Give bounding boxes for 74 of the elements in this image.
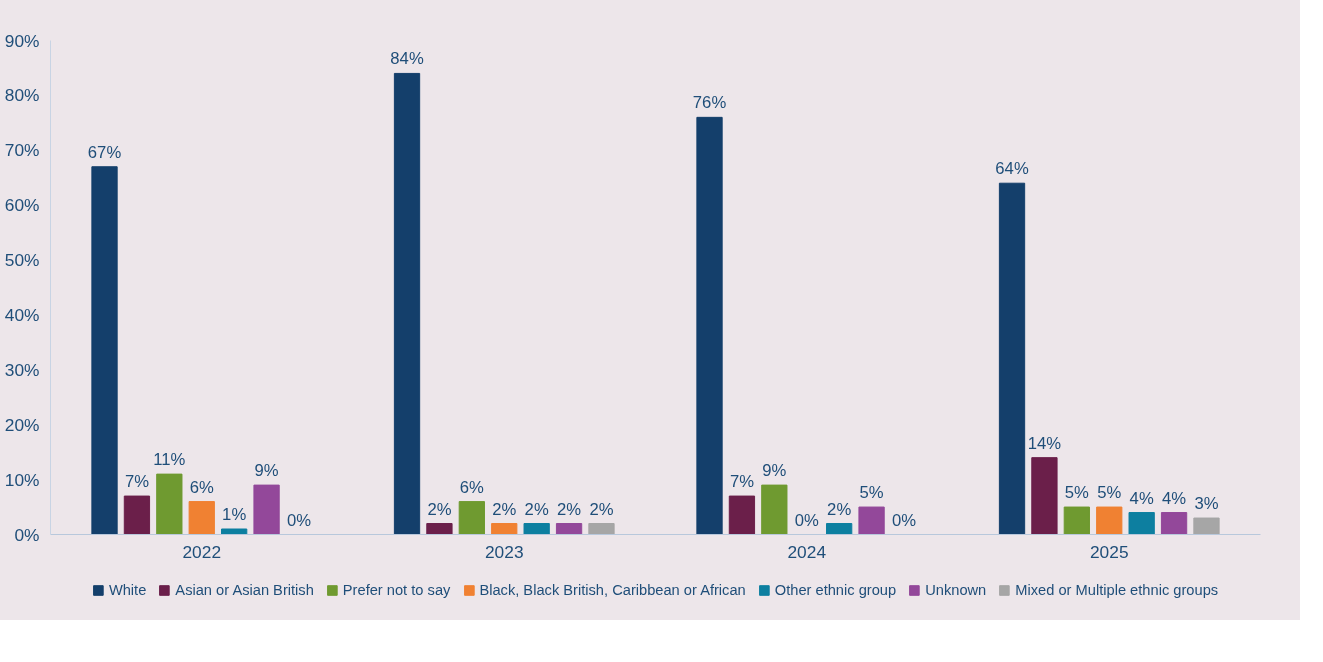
y-tick-label: 50% <box>4 250 40 271</box>
x-tick-label: 2023 <box>484 541 524 562</box>
bar <box>588 523 615 535</box>
bar <box>1128 512 1155 535</box>
data-label: 67% <box>87 142 122 162</box>
data-label: 6% <box>459 477 485 497</box>
x-tick-label: 2025 <box>1089 541 1129 562</box>
legend-label: Asian or Asian British <box>175 582 314 598</box>
bar <box>696 116 723 535</box>
bar <box>761 484 788 535</box>
y-tick-label: 60% <box>4 195 40 216</box>
legend-label: Black, Black British, Caribbean or African <box>479 582 746 598</box>
bar <box>91 166 118 535</box>
x-tick-label: 2022 <box>182 541 222 562</box>
data-label: 0% <box>286 510 312 530</box>
data-label: 5% <box>859 483 884 503</box>
bar <box>221 528 248 535</box>
bar <box>998 182 1026 535</box>
data-label: 76% <box>692 93 727 113</box>
data-label: 0% <box>794 510 819 530</box>
data-label: 2% <box>524 499 549 519</box>
y-tick-label: 10% <box>4 469 40 490</box>
y-tick-label: 70% <box>4 140 40 161</box>
data-label: 5% <box>1064 483 1090 503</box>
y-tick-label: 0% <box>14 524 40 545</box>
legend-label: Unknown <box>925 582 987 598</box>
data-label: 0% <box>891 510 917 530</box>
bar <box>123 495 151 535</box>
bar <box>1096 506 1123 535</box>
bar <box>523 523 550 535</box>
data-label: 5% <box>1097 483 1122 503</box>
bar <box>1031 457 1058 535</box>
bar <box>1193 517 1220 535</box>
x-tick-label: 2024 <box>787 541 827 562</box>
data-label: 84% <box>390 49 424 69</box>
bar <box>728 495 756 535</box>
data-label: 2% <box>492 499 517 519</box>
bar <box>156 473 183 535</box>
y-tick-label: 40% <box>4 304 40 325</box>
data-label: 2% <box>427 499 452 519</box>
data-label: 9% <box>254 461 279 481</box>
data-label: 64% <box>995 159 1029 179</box>
legend-label: Mixed or Multiple ethnic groups <box>1015 582 1219 598</box>
data-label: 6% <box>189 477 214 497</box>
data-label: 11% <box>153 450 186 470</box>
data-label: 7% <box>729 472 755 492</box>
bar <box>1160 512 1188 535</box>
bar <box>858 506 885 535</box>
data-label: 2% <box>827 499 852 519</box>
data-label: 3% <box>1194 494 1219 514</box>
data-label: 4% <box>1162 488 1187 508</box>
bar <box>1063 506 1090 535</box>
bar <box>555 523 583 535</box>
y-tick-label: 20% <box>4 414 40 435</box>
bar <box>426 523 453 535</box>
bar <box>826 523 853 535</box>
data-label: 2% <box>557 499 582 519</box>
bar <box>458 501 485 535</box>
y-tick-label: 80% <box>4 85 40 106</box>
data-label: 14% <box>1027 433 1062 453</box>
data-label: 9% <box>762 461 787 481</box>
data-label: 2% <box>589 499 614 519</box>
bar <box>393 72 421 535</box>
y-tick-label: 90% <box>4 30 40 51</box>
bar <box>491 523 518 535</box>
legend-label: Other ethnic group <box>774 582 897 598</box>
legend-label: Prefer not to say <box>342 582 451 598</box>
legend-label: White <box>108 582 147 598</box>
data-label: 1% <box>222 505 247 525</box>
y-tick-label: 30% <box>4 359 40 380</box>
data-label: 4% <box>1129 488 1154 508</box>
bar <box>188 501 215 535</box>
bar <box>253 484 280 535</box>
data-label: 7% <box>124 472 150 492</box>
